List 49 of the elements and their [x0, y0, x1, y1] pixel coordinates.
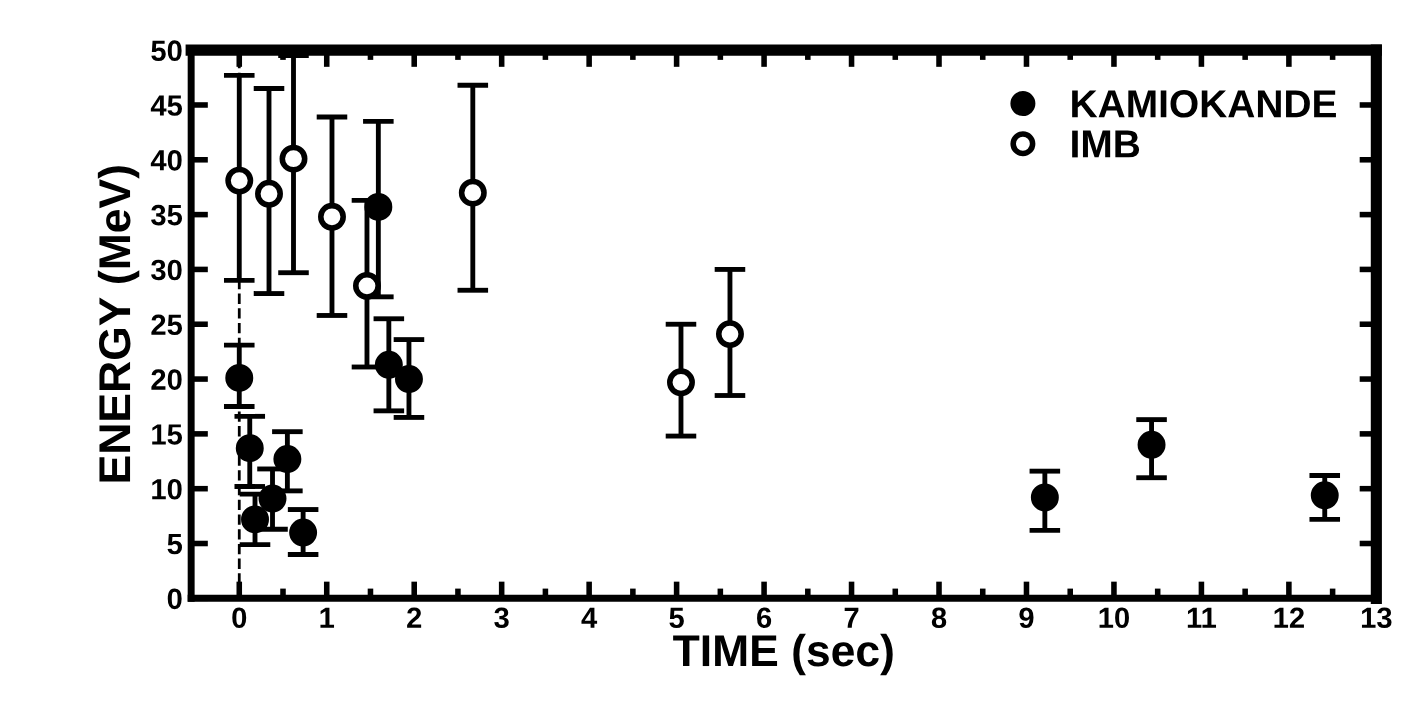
- point: [1137, 430, 1166, 459]
- x-tick-label: 8: [931, 607, 947, 629]
- x-tick-label: 4: [581, 607, 598, 628]
- point: [273, 445, 302, 474]
- y-tick-label: 45: [150, 95, 183, 116]
- point: [1310, 481, 1339, 510]
- point: [279, 144, 308, 173]
- point: [374, 350, 403, 379]
- x-tick-label: 12: [1274, 607, 1304, 628]
- point: [289, 518, 318, 547]
- y-axis-title: ENERGY (MeV): [97, 166, 140, 482]
- point: [225, 363, 254, 392]
- point: [1030, 483, 1059, 512]
- point: [241, 505, 269, 534]
- y-tick-label: 20: [151, 369, 182, 390]
- y-tick-label: 0: [167, 588, 182, 610]
- point: [667, 368, 695, 397]
- x-tick-label: 5: [669, 607, 684, 629]
- x-tick-label: 3: [494, 607, 509, 629]
- point: [458, 178, 487, 207]
- x-tick-label: 11: [1187, 607, 1217, 628]
- y-tick-label: 40: [150, 150, 182, 171]
- x-tick-label: 0: [232, 607, 247, 629]
- x-tick-label: 1: [320, 607, 335, 628]
- point: [352, 271, 381, 300]
- x-axis-title: TIME (sec): [673, 633, 893, 676]
- point: [318, 202, 346, 231]
- y-tick-label: 50: [151, 40, 182, 62]
- x-tick-label: 9: [1019, 607, 1034, 629]
- y-tick-label: 25: [151, 314, 183, 336]
- point: [715, 320, 744, 349]
- y-tick-label: 15: [152, 424, 183, 445]
- x-tick-label: 6: [757, 607, 772, 629]
- x-tick-label: 2: [407, 607, 422, 628]
- y-tick-label: 35: [151, 204, 183, 226]
- y-tick-label: 30: [151, 259, 182, 281]
- legend-label: KAMIOKANDE: [1072, 90, 1336, 118]
- x-tick-label: 7: [844, 607, 859, 628]
- point: [255, 179, 283, 208]
- point: [364, 192, 393, 221]
- y-tick-label: 10: [152, 478, 182, 500]
- point: [235, 434, 264, 463]
- legend-label: IMB: [1072, 130, 1140, 158]
- x-tick-label: 10: [1099, 607, 1129, 629]
- point: [258, 484, 287, 513]
- x-tick-label: 13: [1361, 607, 1392, 629]
- y-tick-label: 5: [167, 534, 183, 555]
- point: [394, 365, 423, 394]
- point: [225, 166, 254, 195]
